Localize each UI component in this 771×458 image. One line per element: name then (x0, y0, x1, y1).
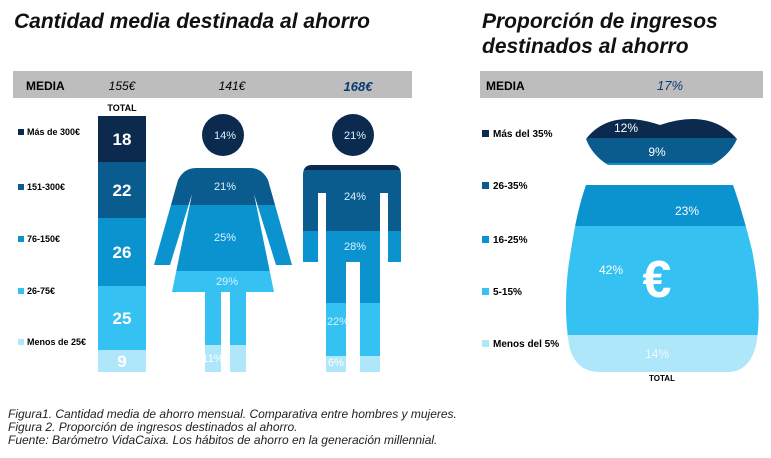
chart-mark (154, 345, 292, 372)
chart-mark: 18 22 26 25 9 (113, 130, 132, 371)
bag-label: 9% (648, 145, 666, 159)
chart-mark (18, 288, 24, 294)
euro-icon: € (643, 251, 672, 309)
chart-mark (18, 339, 24, 345)
chart-mark: 14% 21% 25% 29% 11% (202, 130, 238, 365)
media-hombres: 168€ (344, 79, 374, 94)
chart-mark (18, 129, 24, 135)
chart-mark (303, 303, 401, 356)
chart-mark (482, 288, 489, 295)
chart-mark (565, 226, 759, 335)
total-label-1: TOTAL (107, 103, 137, 113)
caption-2: Figura 2. Proporción de ingresos destina… (8, 420, 298, 434)
chart-mark (18, 236, 24, 242)
man-label: 6% (328, 357, 344, 369)
header-label-1: MEDIA (26, 79, 65, 93)
man-label: 21% (344, 130, 366, 142)
woman-label: 29% (216, 276, 238, 288)
bag-label: 12% (614, 121, 638, 135)
woman-label: 14% (214, 130, 236, 142)
chart-mark (303, 356, 401, 372)
media-total: 155€ (109, 79, 137, 93)
chart-mark (482, 340, 489, 347)
chart1-title: Cantidad media destinada al ahorro (14, 10, 370, 33)
woman-label: 21% (214, 181, 236, 193)
legend-item: 26-75€ (27, 286, 55, 296)
money-bag (565, 118, 759, 372)
bag-label: 42% (599, 263, 623, 277)
chart-mark (565, 163, 759, 168)
bar-segment (98, 162, 146, 218)
bar-segment (98, 286, 146, 350)
legend-item: Menos de 25€ (27, 337, 86, 347)
chart-mark (482, 130, 489, 137)
media-mujeres: 141€ (219, 79, 247, 93)
header-bar-1 (13, 71, 412, 98)
legend-item: 5-15% (493, 287, 522, 298)
legend-item: Menos del 5% (493, 339, 559, 350)
header-label-2: MEDIA (486, 79, 525, 93)
total-bar (98, 116, 146, 372)
bar-label: 22 (113, 181, 132, 200)
chart-mark (482, 236, 489, 243)
caption-source: Fuente: Barómetro VidaCaixa. Los hábitos… (8, 433, 438, 447)
man-label: 24% (344, 191, 366, 203)
man-label: 22% (327, 316, 349, 328)
legend-item: 76-150€ (27, 234, 60, 244)
chart-mark: 21% 24% 28% 22% 6% (327, 130, 366, 369)
chart-mark (18, 184, 24, 190)
chart-mark: 12% 9% 23% 42% 14% € (599, 121, 699, 361)
legend-item: 26-35% (493, 181, 528, 192)
chart-mark (565, 335, 759, 372)
chart-mark (565, 180, 759, 226)
bar-segment (98, 116, 146, 162)
bag-label: 23% (675, 204, 699, 218)
woman-label: 25% (214, 232, 236, 244)
woman-label: 11% (202, 353, 223, 365)
legend-item: 151-300€ (27, 182, 65, 192)
charts: MEDIA 155€ 141€ 168€ MEDIA 17% Más de 30… (13, 71, 763, 383)
total-label-2: TOTAL (649, 374, 675, 383)
header-bar-2 (480, 71, 763, 98)
chart-mark (482, 182, 489, 189)
legend-1: Más de 300€ 151-300€ 76-150€ 26-75€ Meno… (18, 127, 86, 347)
bar-label: 25 (113, 309, 132, 328)
chart2-title: Proporción de ingresos destinados al aho… (482, 10, 718, 58)
legend-item: Más de 300€ (27, 127, 80, 137)
chart-mark (565, 118, 759, 138)
bag-label: 14% (645, 347, 669, 361)
bar-label: 9 (117, 352, 126, 371)
legend-item: 16-25% (493, 235, 528, 246)
media-proporcion: 17% (657, 78, 683, 93)
bar-segment (98, 350, 146, 372)
man-label: 28% (344, 241, 366, 253)
bar-label: 26 (113, 243, 132, 262)
bar-segment (98, 218, 146, 286)
caption-1: Figura1. Cantidad media de ahorro mensua… (8, 407, 457, 421)
bar-label: 18 (113, 130, 132, 149)
legend-2: Más del 35% 26-35% 16-25% 5-15% Menos de… (482, 129, 559, 350)
legend-item: Más del 35% (493, 129, 553, 140)
